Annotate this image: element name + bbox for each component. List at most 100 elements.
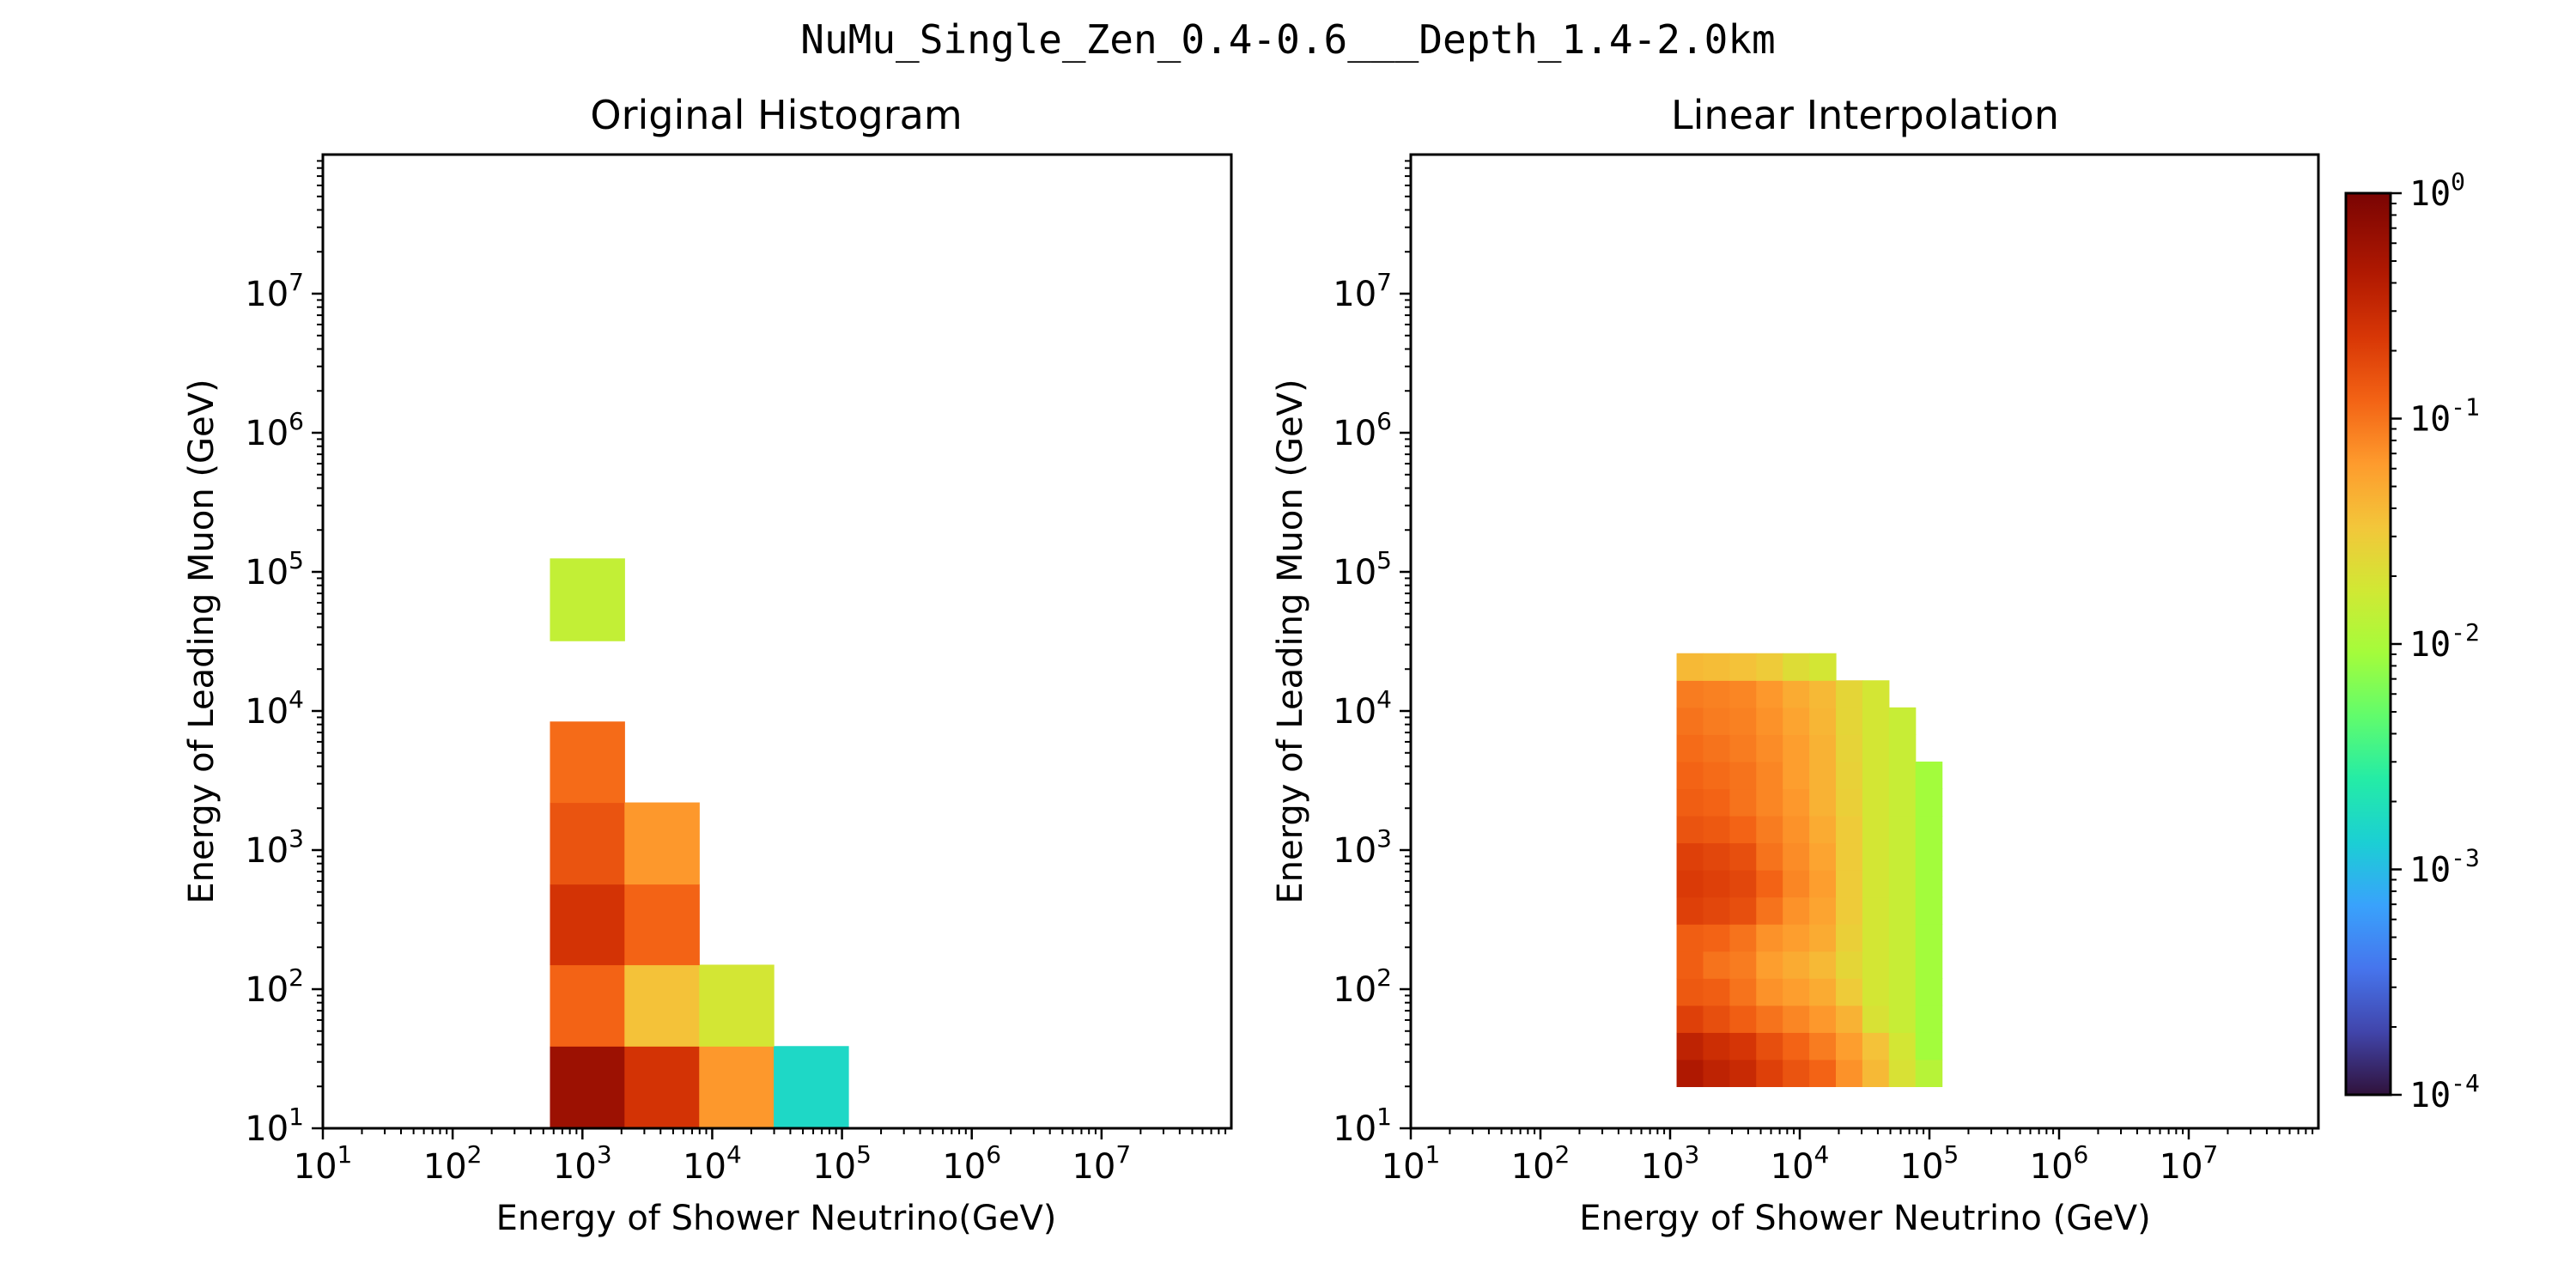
interpolation-cell [1836,707,1863,735]
x-tick-label: 103 [553,1140,612,1187]
interpolation-cell [1836,761,1863,790]
interpolation-cell [1888,870,1917,898]
interpolation-cell [1703,924,1730,952]
interpolation-cell [1836,1005,1863,1033]
interpolation-cell [1809,1032,1837,1060]
x-tick-label: 102 [423,1140,483,1187]
interpolation-cell [1756,951,1783,979]
interpolation-cell [1756,842,1783,871]
interpolation-cell [1836,815,1863,844]
x-tick-label: 102 [1511,1140,1571,1187]
interpolation-cell [1756,896,1783,925]
interpolation-cell [1862,788,1890,817]
colorbar-tick-label: 100 [2409,167,2465,214]
interpolation-cell [1729,653,1757,681]
x-tick-label: 104 [1771,1140,1830,1187]
histogram-bin [550,1046,625,1129]
interpolation-cell [1729,1005,1757,1033]
interpolation-cell [1862,707,1890,735]
y-tick-label: 102 [245,963,304,1010]
interpolation-cell [1703,896,1730,925]
interpolation-cell [1836,870,1863,898]
interpolation-cell [1703,870,1730,898]
y-tick-label: 101 [1333,1103,1392,1149]
x-tick-label: 105 [812,1140,872,1187]
colorbar-gradient [2344,191,2392,1097]
x-tick-label: 105 [1900,1140,1959,1187]
interpolation-cell [1836,896,1863,925]
interpolation-cell [1703,1059,1730,1087]
interpolation-cell [1729,1059,1757,1087]
histogram-cells [550,558,849,1129]
interpolation-cell [1888,761,1917,790]
histogram-bin [774,1046,849,1129]
interpolation-cell [1756,1005,1783,1033]
interpolation-cell [1729,870,1757,898]
interpolation-cell [1862,924,1890,952]
interpolation-cell [1915,842,1943,871]
interpolation-cell [1862,1005,1890,1033]
interpolation-cell [1676,842,1704,871]
interpolation-xlabel: Energy of Shower Neutrino (GeV) [1579,1199,2151,1238]
interpolation-cell [1836,842,1863,871]
interpolation-cell [1862,815,1890,844]
interpolation-cell [1729,924,1757,952]
interpolation-cell [1862,870,1890,898]
y-tick-label: 105 [245,546,304,592]
interpolation-cell [1888,815,1917,844]
interpolation-cell [1783,978,1810,1006]
interpolation-cell [1888,978,1917,1006]
interpolation-cell [1915,951,1943,979]
x-tick-label: 107 [1072,1140,1131,1187]
interpolation-cell [1756,707,1783,735]
interpolation-cell [1783,951,1810,979]
histogram-panel: Original Histogram 101 102 103 104 105 106 107… [182,92,1233,1238]
histogram-bin [624,964,700,1047]
y-tick-label: 107 [1333,268,1392,314]
interpolation-cells [1676,653,1943,1087]
interpolation-cell [1809,1005,1837,1033]
interpolation-cell [1783,680,1810,708]
interpolation-cell [1862,1059,1890,1087]
y-tick-label: 106 [245,407,304,453]
interpolation-cell [1915,1032,1943,1060]
interpolation-cell [1836,924,1863,952]
interpolation-cell [1915,761,1943,790]
interpolation-cell [1703,734,1730,762]
histogram-bin [624,802,700,885]
interpolation-cell [1729,951,1757,979]
interpolation-cell [1862,761,1890,790]
interpolation-cell [1676,896,1704,925]
interpolation-cell [1676,788,1704,817]
y-tick-label: 104 [1333,685,1392,732]
x-tick-label: 101 [294,1140,353,1187]
interpolation-cell [1676,653,1704,681]
interpolation-cell [1809,734,1837,762]
interpolation-cell [1676,734,1704,762]
interpolation-cell [1888,842,1917,871]
interpolation-cell [1703,1032,1730,1060]
interpolation-cell [1809,680,1837,708]
y-tick-label: 103 [1333,824,1392,871]
interpolation-cell [1676,815,1704,844]
histogram-bin [624,884,700,966]
interpolation-cell [1703,653,1730,681]
interpolation-title: Linear Interpolation [1671,92,2059,138]
interpolation-cell [1783,815,1810,844]
interpolation-cell [1756,1032,1783,1060]
interpolation-cell [1915,788,1943,817]
interpolation-cell [1783,870,1810,898]
interpolation-cell [1729,788,1757,817]
histogram-ticks: 101 102 103 104 105 106 107 101 102 103 104 105 106 1… [245,160,1227,1187]
y-tick-label: 102 [1333,963,1392,1010]
interpolation-cell [1729,1032,1757,1060]
interpolation-cell [1729,842,1757,871]
interpolation-cell [1783,761,1810,790]
interpolation-cell [1809,924,1837,952]
y-tick-label: 101 [245,1103,304,1149]
interpolation-cell [1756,734,1783,762]
interpolation-cell [1888,788,1917,817]
histogram-ylabel: Energy of Leading Muon (GeV) [182,379,222,903]
interpolation-cell [1729,707,1757,735]
